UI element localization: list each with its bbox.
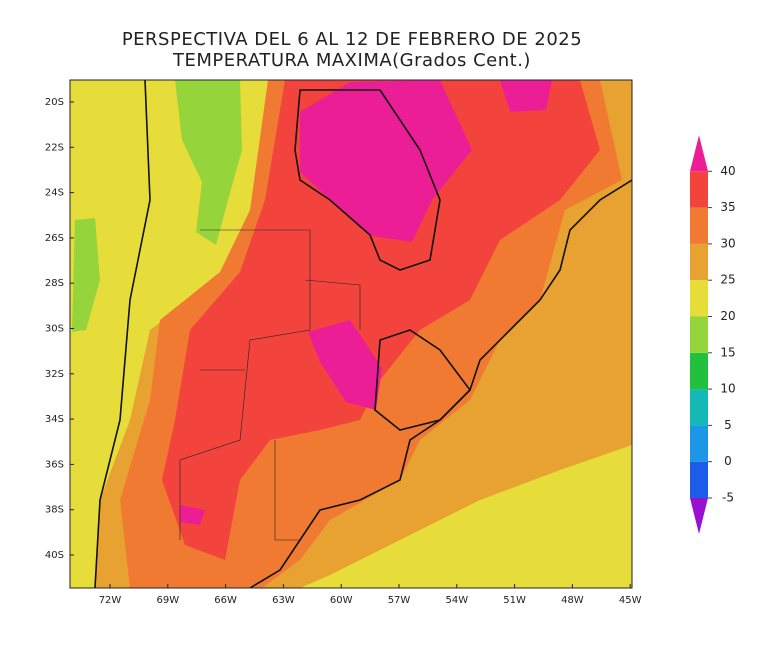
lon-label: 69W: [156, 595, 179, 606]
lon-label: 48W: [561, 595, 584, 606]
lat-label: 20S: [45, 97, 64, 108]
field-region: [300, 80, 472, 242]
lon-label: 72W: [99, 595, 122, 606]
colorbar-label: 40: [720, 164, 735, 178]
province-border: [179, 229, 361, 541]
field-region: [72, 218, 100, 332]
colorbar-label: 5: [724, 418, 732, 432]
field-region: [308, 320, 382, 410]
colorbar-segment: [690, 498, 708, 534]
lat-label: 36S: [45, 459, 64, 470]
lat-label: 40S: [45, 550, 64, 561]
lon-label: 66W: [214, 595, 237, 606]
field-region: [300, 445, 632, 588]
lat-label: 24S: [45, 188, 64, 199]
colorbar-segment: [690, 280, 708, 317]
colorbar-segment: [690, 171, 708, 208]
map-field: [70, 80, 632, 588]
colorbar-label: 10: [720, 382, 735, 396]
colorbar-label: 0: [724, 454, 732, 468]
lon-label: 45W: [619, 595, 642, 606]
colorbar-label: 25: [720, 273, 735, 287]
lat-label: 34S: [45, 414, 64, 425]
lat-label: 26S: [45, 233, 64, 244]
colorbar-label: 20: [720, 309, 735, 323]
colorbar-segment: [690, 316, 708, 353]
lat-label: 28S: [45, 278, 64, 289]
colorbar-segment: [690, 352, 708, 390]
field-region: [500, 80, 552, 112]
lat-label: 30S: [45, 324, 64, 335]
lon-label: 57W: [388, 595, 411, 606]
colorbar-segment: [690, 389, 708, 426]
subtitle: TEMPERATURA MAXIMA(Grados Cent.): [172, 50, 531, 71]
colorbar-segment: [690, 461, 708, 498]
country-border: [374, 329, 472, 431]
lon-label: 60W: [330, 595, 353, 606]
lon-label: 51W: [503, 595, 526, 606]
country-border: [294, 89, 441, 271]
field-region: [180, 505, 205, 525]
colorbar-segment: [690, 207, 708, 244]
map-frame: [69, 79, 633, 589]
colorbar-segment: [690, 425, 708, 462]
lat-label: 22S: [45, 142, 64, 153]
colorbar-label: -5: [722, 491, 734, 505]
colorbar-segment: [690, 243, 708, 281]
colorbar-label: 15: [720, 345, 735, 359]
lon-label: 63W: [272, 595, 295, 606]
colorbar-label: 30: [720, 236, 735, 250]
title: PERSPECTIVA DEL 6 AL 12 DE FEBRERO DE 20…: [122, 29, 582, 50]
lon-label: 54W: [445, 595, 468, 606]
colorbar-segment: [690, 135, 708, 172]
lat-label: 32S: [45, 369, 64, 380]
field-region: [175, 80, 242, 245]
lat-label: 38S: [45, 505, 64, 516]
colorbar-label: 35: [720, 200, 735, 214]
field-region: [162, 80, 600, 560]
country-border: [94, 80, 151, 588]
